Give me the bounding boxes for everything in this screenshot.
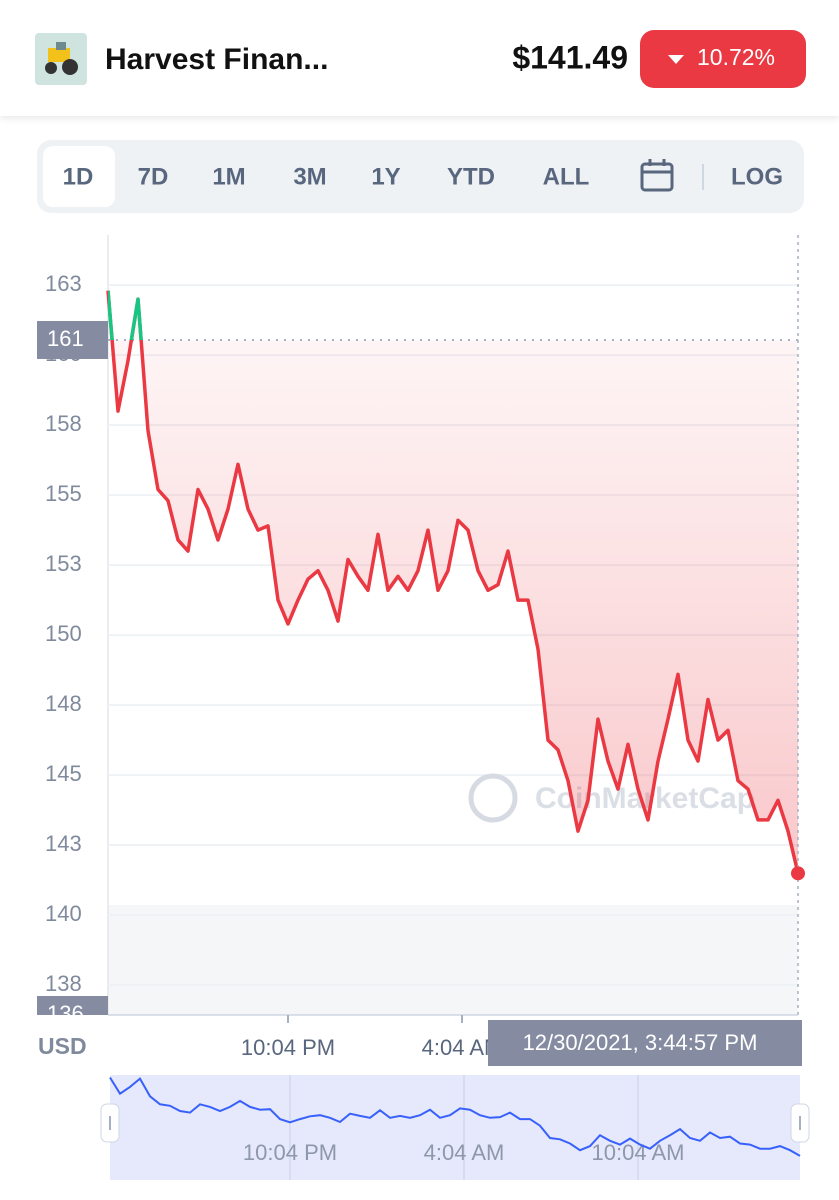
tractor-icon	[45, 42, 78, 75]
tooltip: 12/30/2021, 3:44:57 PM	[523, 1030, 758, 1055]
chart: 163160158155153150148145143140138CoinMar…	[0, 235, 839, 1180]
y-tick-label: 158	[45, 411, 82, 436]
y-tick-label: 148	[45, 691, 82, 716]
tab-label[interactable]: 7D	[138, 163, 169, 190]
watermark-logo	[468, 773, 518, 823]
price-line	[106, 290, 800, 874]
volume-backdrop	[108, 905, 798, 1015]
down-arrow	[668, 55, 684, 64]
tab-bar	[37, 140, 804, 213]
currency-label: USD	[38, 1033, 87, 1059]
y-tick-label: 155	[45, 481, 82, 506]
tab-label[interactable]: YTD	[447, 163, 495, 190]
y-tick-label: 143	[45, 831, 82, 856]
change: 10.72%	[697, 44, 775, 70]
navigator-label: 4:04 AM	[424, 1140, 505, 1165]
calendar-icon[interactable]	[640, 159, 674, 192]
change-badge	[640, 30, 806, 88]
navigator-label: 10:04 PM	[243, 1140, 337, 1165]
coin-name: Harvest Finan...	[105, 43, 328, 76]
tab-label[interactable]: 1M	[212, 163, 245, 190]
last-point	[791, 866, 805, 881]
y-tick-label: 163	[45, 271, 82, 296]
y-tick-label: 145	[45, 761, 82, 786]
tab-label[interactable]: 1D	[63, 163, 94, 190]
y-tick-label: 153	[45, 551, 82, 576]
navigator-line	[109, 1076, 801, 1157]
tab-label[interactable]: 1Y	[371, 163, 400, 190]
tab-label[interactable]: 3M	[293, 163, 326, 190]
x-tick-label: 10:04 PM	[241, 1035, 335, 1060]
tab-label[interactable]: ALL	[543, 163, 590, 190]
y-tick-label: 138	[45, 971, 82, 996]
price: $141.49	[512, 39, 628, 75]
y-tick-label: 140	[45, 901, 82, 926]
marker-label: 161	[47, 326, 84, 351]
marker-box	[37, 320, 108, 359]
tooltip-box	[488, 1020, 802, 1066]
y-tick-label: 150	[45, 621, 82, 646]
tab-label[interactable]: LOG	[731, 163, 783, 190]
navigator-bg	[110, 1075, 800, 1180]
price-area	[108, 290, 798, 874]
tab-selected[interactable]	[43, 146, 115, 207]
